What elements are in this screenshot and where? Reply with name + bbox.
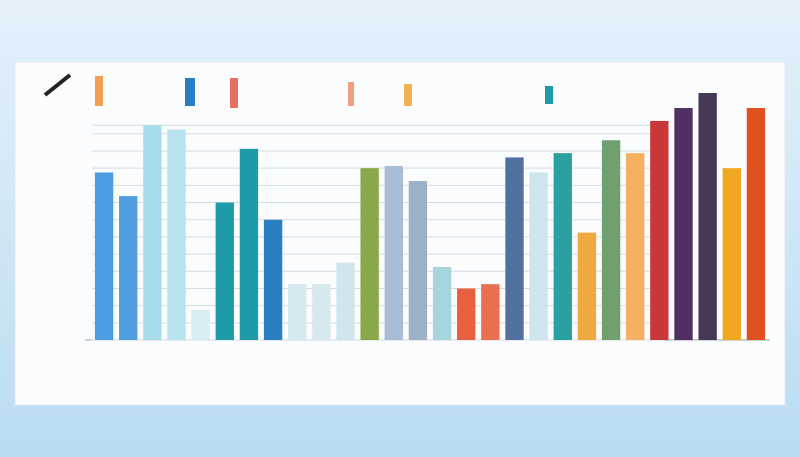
header-icon — [230, 78, 238, 108]
pen-icon — [43, 73, 72, 97]
bar — [94, 172, 114, 340]
bar — [529, 172, 548, 340]
bar — [384, 166, 403, 340]
bar — [601, 140, 621, 340]
bar — [650, 120, 669, 340]
header-icon — [545, 86, 553, 104]
bar — [505, 157, 524, 340]
bar — [698, 93, 717, 340]
bar — [553, 153, 572, 340]
header-icon — [404, 84, 412, 106]
bar — [746, 108, 766, 340]
bar — [577, 232, 597, 340]
bar — [312, 284, 331, 340]
bar — [722, 168, 741, 340]
bar — [457, 288, 476, 340]
bar — [119, 196, 138, 340]
header-icon — [185, 78, 195, 106]
bar — [215, 202, 234, 340]
header-icon — [95, 76, 103, 106]
bar — [143, 125, 162, 340]
bar — [432, 266, 452, 340]
bar — [408, 181, 428, 340]
bar — [360, 168, 379, 340]
bar — [336, 262, 355, 340]
bar — [674, 108, 693, 340]
bar — [481, 284, 500, 340]
bar — [191, 309, 210, 340]
bar — [239, 148, 259, 340]
header-icon — [348, 82, 354, 106]
bar — [263, 219, 283, 340]
bar — [626, 153, 645, 340]
bar — [288, 284, 307, 340]
bar — [167, 129, 186, 340]
